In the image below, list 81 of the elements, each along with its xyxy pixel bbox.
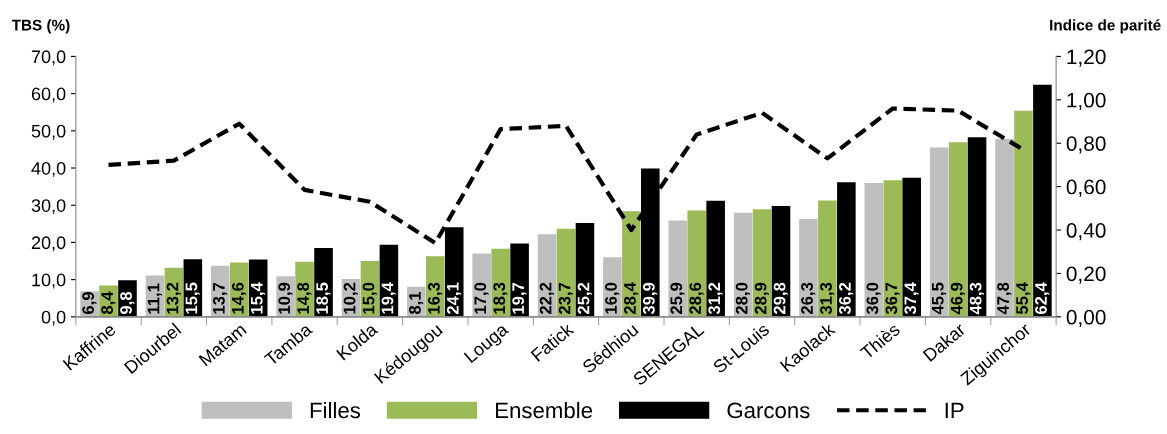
bar	[668, 220, 688, 317]
data-label: 15,5	[185, 282, 200, 314]
data-label: 28,0	[735, 282, 750, 315]
data-label: 29,8	[773, 282, 788, 315]
data-label: 28,4	[624, 282, 639, 315]
bar	[1033, 84, 1052, 317]
data-label: 37,4	[904, 282, 919, 315]
bar	[929, 147, 949, 317]
y-tick-label: 30,0	[31, 199, 66, 215]
data-label: 11,1	[147, 283, 162, 314]
data-label: 24,1	[446, 282, 462, 315]
data-label: 25,9	[670, 282, 685, 315]
data-label: 19,4	[381, 282, 396, 314]
data-label: 14,8	[297, 282, 312, 314]
bar	[837, 182, 856, 317]
bar	[818, 200, 837, 317]
data-label: 15,0	[362, 282, 377, 314]
y-tick-label: 50,0	[31, 124, 66, 140]
y2-tick-label: 1,20	[1067, 49, 1106, 67]
data-label: 13,2	[166, 282, 181, 314]
bar	[1014, 110, 1033, 317]
data-label: 36,2	[839, 282, 854, 315]
legend-label: Filles	[310, 401, 361, 419]
data-label: 31,2	[708, 282, 723, 315]
data-label: 46,9	[950, 282, 965, 315]
data-label: 10,9	[278, 282, 293, 314]
data-label: 48,3	[969, 282, 984, 315]
data-label: 28,9	[754, 282, 769, 315]
y2-tick-label: 0,40	[1066, 223, 1106, 241]
y2-tick-label: 0,20	[1066, 266, 1106, 284]
bar	[799, 218, 818, 317]
y2-tick-label: 0,00	[1066, 309, 1106, 328]
bar	[995, 139, 1014, 317]
data-label: 15,4	[251, 282, 266, 314]
legend-label: Ensemble	[496, 401, 593, 419]
data-label: 8,1	[409, 291, 424, 315]
y-tick-label: 40,0	[31, 161, 66, 177]
data-label: 23,7	[558, 282, 573, 315]
y2-tick-label: 0,80	[1066, 136, 1106, 154]
y2-tick-label: 1,00	[1067, 92, 1106, 111]
data-label: 62,4	[1035, 282, 1050, 314]
legend-label: Garcons	[727, 402, 810, 419]
bar	[902, 177, 921, 317]
data-label: 25,2	[577, 282, 592, 315]
data-label: 16,0	[605, 282, 620, 314]
data-label: 9,8	[120, 291, 135, 315]
y-tick-label: 70,0	[31, 50, 66, 66]
data-label: 10,2	[343, 282, 358, 314]
y-tick-label: 60,0	[31, 87, 66, 103]
bar	[883, 180, 903, 317]
y2-axis-title: Indice de parité	[1050, 19, 1161, 34]
y-tick-label: 20,0	[31, 236, 66, 252]
y2-tick-label: 0,60	[1066, 179, 1106, 197]
data-label: 18,5	[316, 282, 331, 314]
data-label: 36,7	[885, 282, 900, 315]
data-label: 39,9	[642, 282, 658, 315]
data-label: 26,3	[801, 282, 816, 315]
data-label: 18,3	[493, 282, 508, 314]
data-label: 14,6	[231, 282, 247, 314]
bar	[864, 182, 884, 317]
data-label: 22,2	[539, 282, 554, 315]
legend-label: IP	[945, 402, 964, 419]
data-label: 45,5	[932, 282, 947, 315]
y-axis-title: TBS (%)	[11, 19, 70, 34]
data-label: 36,0	[866, 282, 881, 315]
data-label: 6,9	[82, 292, 97, 314]
y-tick-label: 0,0	[41, 310, 66, 326]
data-label: 31,3	[820, 282, 835, 315]
bar	[948, 142, 968, 317]
data-label: 17,0	[474, 282, 489, 314]
data-label: 28,6	[689, 282, 704, 315]
data-label: 16,3	[427, 282, 443, 314]
bar	[687, 210, 706, 317]
y-tick-label: 10,0	[32, 273, 66, 289]
bar	[967, 137, 987, 317]
bar	[706, 200, 725, 317]
data-label: 8,4	[101, 291, 116, 315]
data-label: 47,8	[997, 282, 1012, 315]
data-label: 13,7	[212, 282, 228, 314]
data-label: 55,4	[1016, 282, 1031, 315]
data-label: 19,7	[512, 282, 527, 314]
